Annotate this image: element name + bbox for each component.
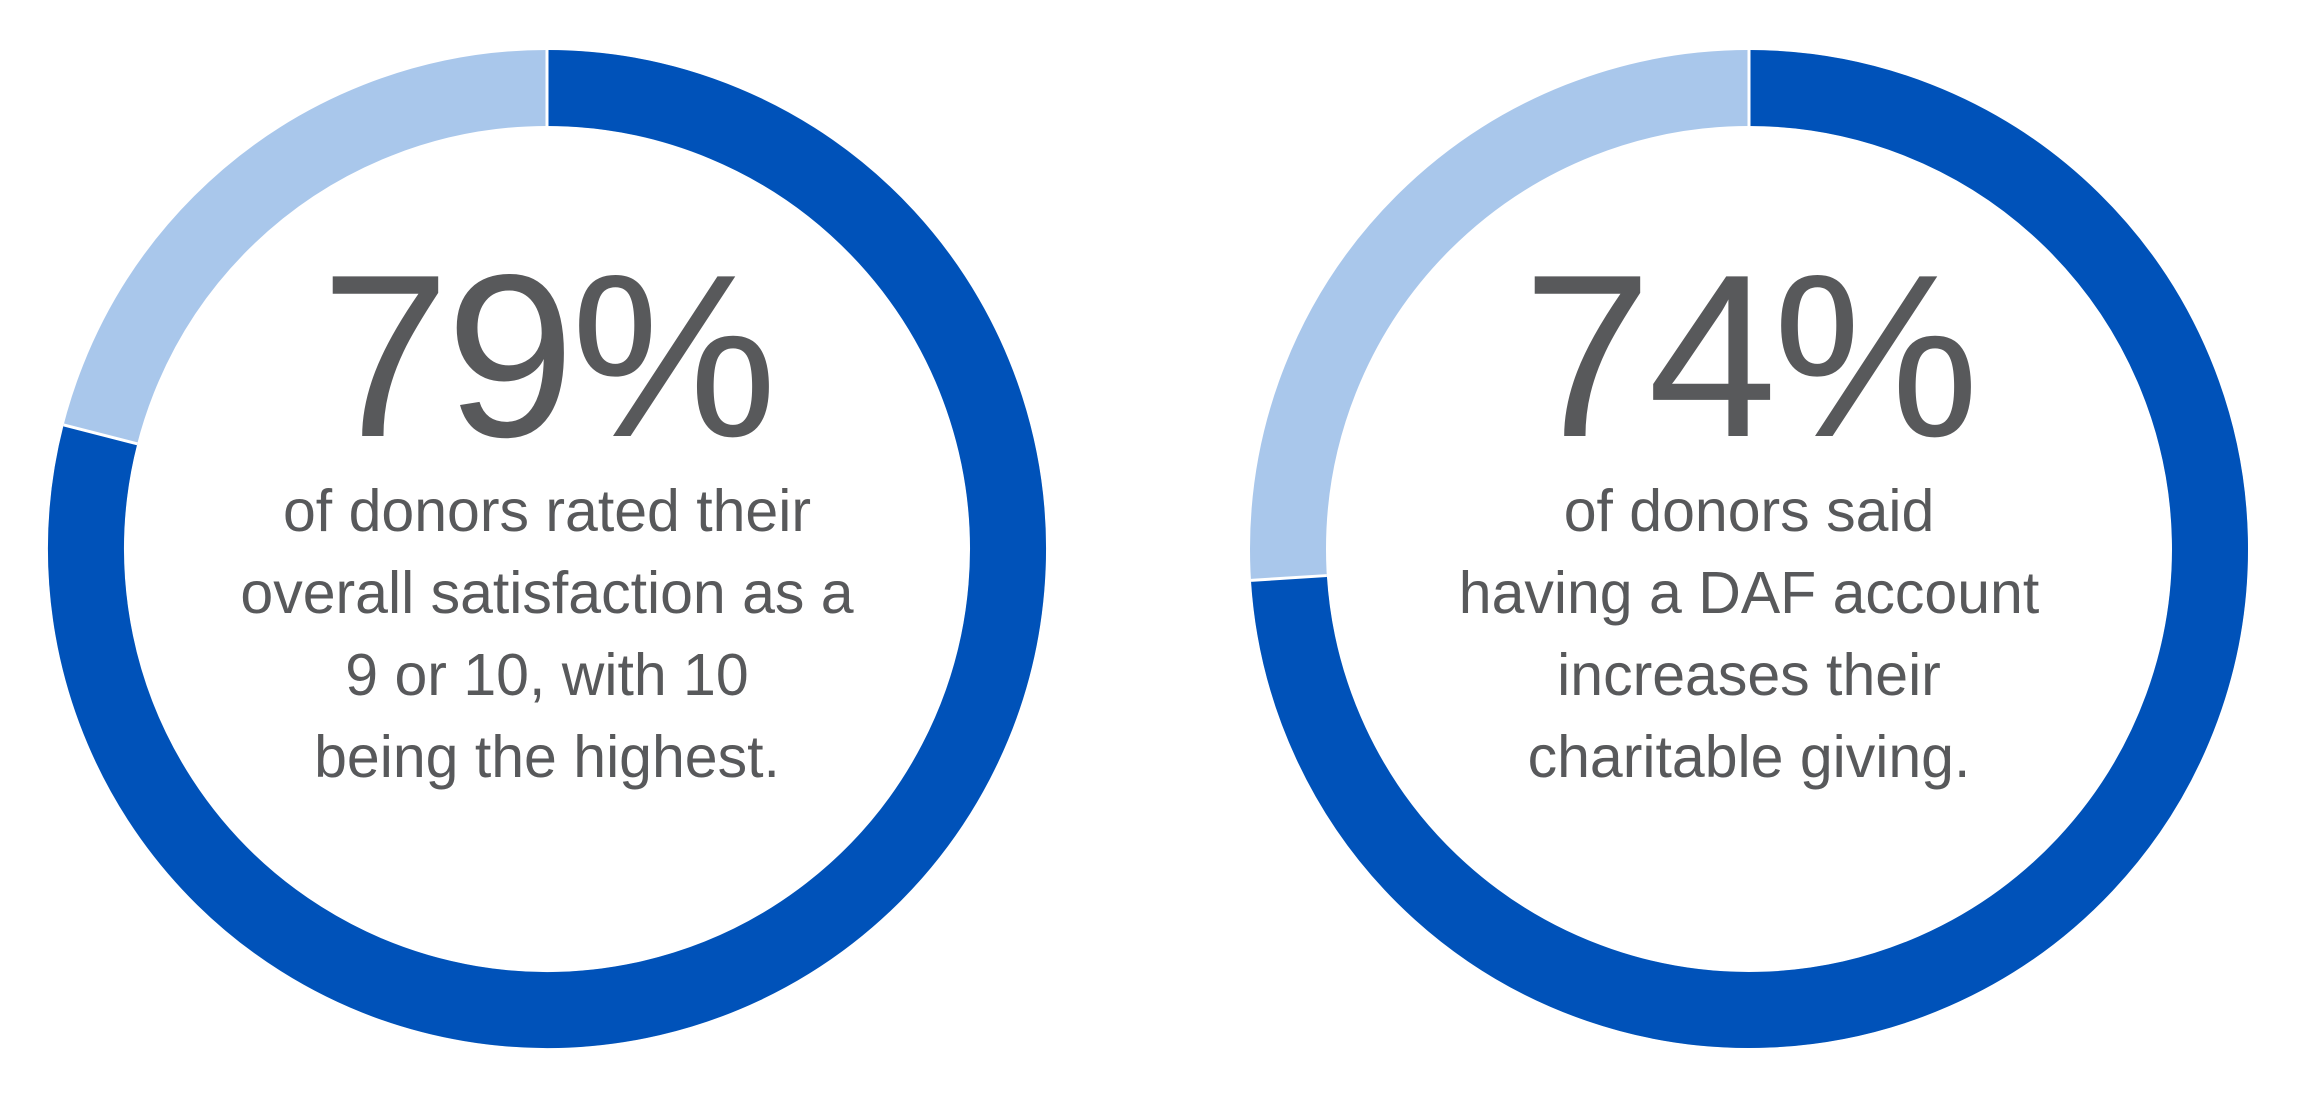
donut-arc (1250, 50, 2248, 1048)
donut-arc (48, 50, 1046, 1048)
caption-line: of donors said (1564, 478, 1935, 544)
arc-separator (63, 423, 138, 446)
caption-line: overall satisfaction as a (240, 560, 853, 626)
caption-line: of donors rated their (283, 478, 811, 544)
caption-line: 9 or 10, with 10 (345, 642, 748, 708)
value-label: 74% (1523, 227, 1975, 486)
caption-line: having a DAF account (1459, 560, 2040, 626)
caption-line: charitable giving. (1528, 724, 1971, 790)
caption-line: being the highest. (314, 724, 780, 790)
arc-separator (1250, 574, 1327, 582)
value-label: 79% (321, 227, 773, 486)
caption-line: increases their (1557, 642, 1941, 708)
